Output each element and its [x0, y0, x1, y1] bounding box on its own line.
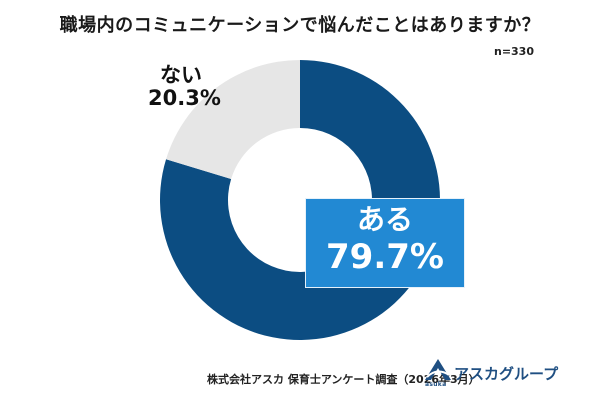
callout-box-aru: ある 79.7% [305, 198, 465, 288]
sample-size: n=330 [493, 45, 534, 58]
source-note: 株式会社アスカ 保育士アンケート調査（2026年3月） [207, 373, 480, 386]
donut-slice-nai [166, 60, 300, 180]
logo-mark-svg [425, 359, 451, 380]
logo-sub-text: asuka [425, 381, 447, 388]
slice-category-nai: ない [160, 63, 202, 87]
logo-text: アスカグループ [454, 364, 559, 383]
slice-category-aru: ある [356, 203, 413, 236]
slice-label-nai: ない 20.3% [148, 63, 221, 111]
company-logo: asuka アスカグループ [424, 358, 558, 390]
chart-title: 職場内のコミュニケーションで悩んだことはありますか？ [59, 15, 541, 36]
slice-value-aru: 79.7% [326, 236, 444, 277]
slice-value-nai: 20.3% [148, 86, 221, 111]
asuka-logo-icon: asuka [424, 358, 452, 390]
